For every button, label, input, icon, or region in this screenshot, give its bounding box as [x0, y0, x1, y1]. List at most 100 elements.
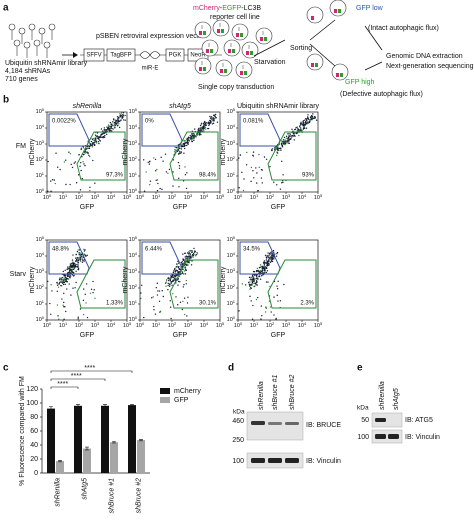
event-dot — [94, 137, 97, 139]
event-dot — [312, 113, 314, 115]
x-tick-label: 101 — [152, 193, 161, 201]
event-dot — [281, 182, 283, 184]
lane-label: shRenilla — [258, 381, 265, 410]
event-dot — [118, 116, 120, 119]
event-dot — [256, 280, 258, 283]
event-dot — [77, 249, 79, 251]
event-dot — [175, 146, 178, 149]
event-dot — [276, 152, 279, 155]
tick-exponent: 5 — [233, 107, 236, 112]
event-dot — [205, 124, 207, 126]
event-dot — [258, 153, 260, 156]
event-dot — [285, 142, 287, 145]
event-dot — [284, 139, 286, 141]
event-dot — [109, 121, 112, 124]
event-dot — [168, 168, 171, 171]
event-dot — [307, 114, 309, 116]
x-tick-label: 100 — [136, 193, 145, 201]
tick-base: 10 — [282, 195, 288, 201]
event-dot — [89, 292, 92, 295]
event-dot — [161, 290, 163, 292]
event-dot — [58, 318, 60, 320]
event-dot — [72, 261, 74, 263]
gate-high-percent: 30.1% — [199, 301, 217, 307]
event-dot — [185, 187, 188, 190]
event-dot — [184, 142, 186, 144]
tick-base: 10 — [129, 141, 135, 147]
event-dot — [185, 269, 187, 271]
event-dot — [76, 265, 79, 268]
event-dot — [86, 151, 88, 153]
event-dot — [305, 122, 308, 125]
event-dot — [81, 261, 84, 263]
event-dot — [185, 283, 187, 285]
event-dot — [177, 144, 180, 146]
event-dot — [191, 139, 193, 141]
x-tick-label: 102 — [266, 321, 275, 329]
event-dot — [287, 133, 289, 135]
y-tick-label: 20 — [30, 456, 38, 463]
plot-frame — [237, 239, 319, 321]
cell-marker — [260, 37, 263, 41]
event-dot — [64, 269, 66, 271]
event-dot — [122, 119, 125, 121]
event-dot — [288, 142, 291, 145]
event-dot — [72, 266, 75, 268]
plot-frame — [139, 111, 221, 193]
event-dot — [268, 252, 271, 255]
column-title: shRenilla — [73, 103, 102, 110]
event-dot — [83, 163, 85, 165]
tick-base: 10 — [36, 253, 42, 259]
event-dot — [213, 120, 215, 122]
event-dot — [258, 275, 261, 278]
event-dot — [90, 140, 93, 143]
event-dot — [62, 283, 65, 286]
event-dot — [267, 256, 269, 258]
cell-marker — [210, 49, 213, 53]
library-text: 710 genes — [5, 76, 38, 83]
event-dot — [155, 179, 157, 182]
y-tick-label: 104 — [36, 123, 45, 131]
tick-base: 10 — [227, 253, 233, 259]
tick-base: 10 — [129, 189, 135, 195]
tick-exponent: 3 — [288, 321, 291, 326]
y-tick-label: 102 — [36, 283, 45, 291]
event-dot — [183, 313, 186, 316]
event-dot — [66, 288, 68, 290]
event-dot — [291, 136, 293, 138]
event-dot — [184, 273, 187, 275]
tick-base: 10 — [36, 109, 42, 115]
event-dot — [187, 257, 189, 259]
event-dot — [188, 140, 191, 142]
event-dot — [207, 122, 209, 125]
tick-exponent: 1 — [135, 171, 138, 176]
y-tick-label: 100 — [129, 315, 138, 323]
event-dot — [73, 162, 75, 164]
gate-high — [169, 259, 219, 309]
event-dot — [303, 126, 305, 129]
tick-exponent: 2 — [272, 193, 275, 198]
event-dot — [200, 122, 203, 124]
event-dot — [72, 268, 75, 270]
gate-high-percent: 93% — [302, 173, 315, 179]
tick-base: 10 — [227, 109, 233, 115]
reporter-title: mCherry-EGFP-LC3B — [193, 5, 261, 12]
event-dot — [92, 138, 94, 140]
event-dot — [63, 280, 66, 282]
event-dot — [253, 177, 255, 179]
event-dot — [187, 256, 189, 258]
x-tick-label: shBruce #2 — [135, 478, 142, 514]
cell — [215, 59, 233, 77]
event-dot — [73, 267, 76, 269]
y-axis-label: mCherry — [29, 266, 36, 293]
event-dot — [252, 154, 254, 157]
event-dot — [78, 252, 80, 254]
event-dot — [249, 295, 251, 298]
event-dot — [189, 136, 191, 139]
event-dot — [78, 253, 80, 256]
event-dot — [267, 255, 269, 257]
y-tick-label: 104 — [227, 251, 236, 259]
event-dot — [87, 152, 89, 154]
x-tick-label: 102 — [75, 321, 84, 329]
event-dot — [184, 260, 186, 262]
